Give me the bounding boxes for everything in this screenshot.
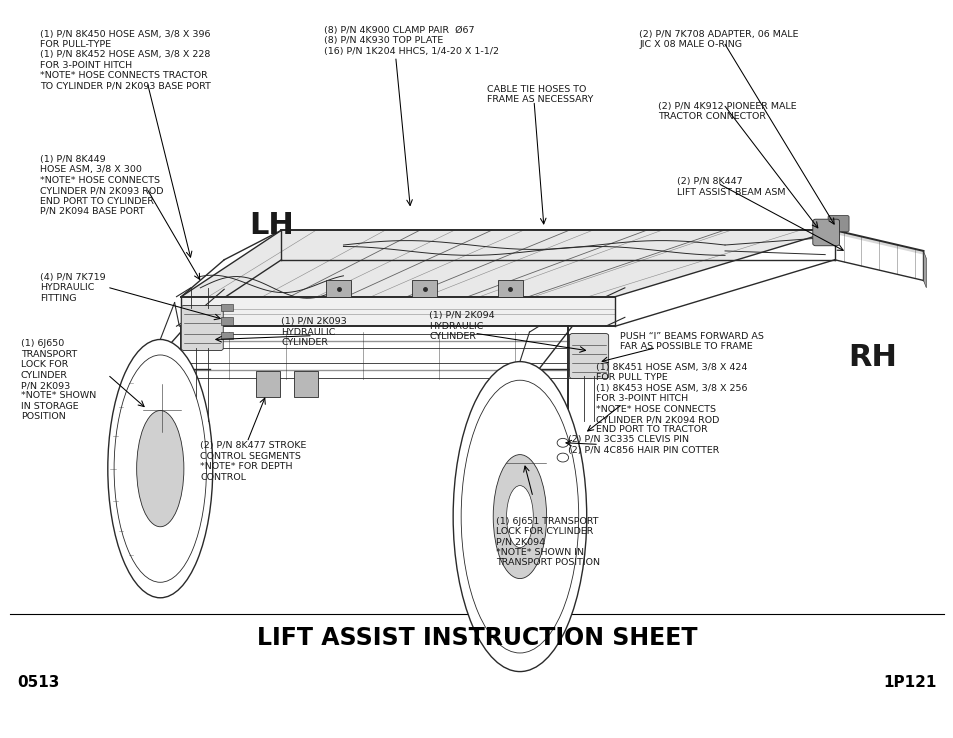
Text: (4) P/N 7K719
HYDRAULIC
FITTING: (4) P/N 7K719 HYDRAULIC FITTING xyxy=(40,273,106,303)
Polygon shape xyxy=(923,251,925,288)
Bar xyxy=(221,317,233,325)
Bar xyxy=(221,304,233,311)
Ellipse shape xyxy=(506,486,533,548)
FancyBboxPatch shape xyxy=(827,215,848,232)
Bar xyxy=(255,371,279,397)
Text: LIFT ASSIST INSTRUCTION SHEET: LIFT ASSIST INSTRUCTION SHEET xyxy=(256,627,697,650)
Ellipse shape xyxy=(114,355,206,582)
FancyBboxPatch shape xyxy=(569,334,608,379)
Text: (2) P/N 8K477 STROKE
CONTROL SEGMENTS
*NOTE* FOR DEPTH
CONTROL: (2) P/N 8K477 STROKE CONTROL SEGMENTS *N… xyxy=(200,441,307,481)
Bar xyxy=(497,280,522,297)
Text: (2) P/N 4K912 PIONEER MALE
TRACTOR CONNECTOR: (2) P/N 4K912 PIONEER MALE TRACTOR CONNE… xyxy=(658,102,796,121)
Ellipse shape xyxy=(453,362,586,672)
Ellipse shape xyxy=(108,339,213,598)
Text: (1) 6J651 TRANSPORT
LOCK FOR CYLINDER
P/N 2K094
*NOTE* SHOWN IN
TRANSPORT POSITI: (1) 6J651 TRANSPORT LOCK FOR CYLINDER P/… xyxy=(496,517,599,568)
Ellipse shape xyxy=(136,410,184,527)
Text: (2) P/N 3C335 CLEVIS PIN
(2) P/N 4C856 HAIR PIN COTTER: (2) P/N 3C335 CLEVIS PIN (2) P/N 4C856 H… xyxy=(567,435,719,455)
Text: (1) 8K451 HOSE ASM, 3/8 X 424
FOR PULL TYPE
(1) 8K453 HOSE ASM, 3/8 X 256
FOR 3-: (1) 8K451 HOSE ASM, 3/8 X 424 FOR PULL T… xyxy=(596,363,747,435)
FancyBboxPatch shape xyxy=(812,219,839,246)
Text: (1) P/N 8K449
HOSE ASM, 3/8 X 300
*NOTE* HOSE CONNECTS
CYLINDER P/N 2K093 ROD
EN: (1) P/N 8K449 HOSE ASM, 3/8 X 300 *NOTE*… xyxy=(40,155,163,216)
Text: PUSH “I” BEAMS FORWARD AS
FAR AS POSSIBLE TO FRAME: PUSH “I” BEAMS FORWARD AS FAR AS POSSIBL… xyxy=(619,332,763,351)
Ellipse shape xyxy=(557,438,568,447)
Text: (1) P/N 2K094
HYDRAULIC
CYLINDER: (1) P/N 2K094 HYDRAULIC CYLINDER xyxy=(429,311,495,341)
Text: RH: RH xyxy=(847,343,897,373)
Ellipse shape xyxy=(460,380,578,653)
Bar xyxy=(143,384,181,432)
Text: (1) P/N 2K093
HYDRAULIC
CYLINDER: (1) P/N 2K093 HYDRAULIC CYLINDER xyxy=(281,317,347,347)
Text: (8) P/N 4K900 CLAMP PAIR  Ø67
(8) P/N 4K930 TOP PLATE
(16) P/N 1K204 HHCS, 1/4-2: (8) P/N 4K900 CLAMP PAIR Ø67 (8) P/N 4K9… xyxy=(324,26,498,55)
Ellipse shape xyxy=(557,453,568,462)
Bar xyxy=(221,332,233,339)
Bar xyxy=(505,443,545,483)
Text: CABLE TIE HOSES TO
FRAME AS NECESSARY: CABLE TIE HOSES TO FRAME AS NECESSARY xyxy=(486,85,593,104)
Text: (2) P/N 7K708 ADAPTER, 06 MALE
JIC X 08 MALE O-RING: (2) P/N 7K708 ADAPTER, 06 MALE JIC X 08 … xyxy=(639,30,798,49)
Text: (2) P/N 8K447
LIFT ASSIST BEAM ASM: (2) P/N 8K447 LIFT ASSIST BEAM ASM xyxy=(677,177,785,196)
Text: LH: LH xyxy=(250,210,294,240)
Text: 0513: 0513 xyxy=(17,675,59,690)
Polygon shape xyxy=(181,230,834,297)
Polygon shape xyxy=(834,230,923,255)
Ellipse shape xyxy=(493,455,546,579)
FancyBboxPatch shape xyxy=(181,306,223,351)
Bar xyxy=(326,280,351,297)
Bar xyxy=(412,280,436,297)
Bar xyxy=(294,371,317,397)
Text: (1) P/N 8K450 HOSE ASM, 3/8 X 396
FOR PULL-TYPE
(1) P/N 8K452 HOSE ASM, 3/8 X 22: (1) P/N 8K450 HOSE ASM, 3/8 X 396 FOR PU… xyxy=(40,30,211,91)
Text: 1P121: 1P121 xyxy=(882,675,936,690)
Text: (1) 6J650
TRANSPORT
LOCK FOR
CYLINDER
P/N 2K093
*NOTE* SHOWN
IN STORAGE
POSITION: (1) 6J650 TRANSPORT LOCK FOR CYLINDER P/… xyxy=(21,339,96,421)
Polygon shape xyxy=(181,297,615,326)
